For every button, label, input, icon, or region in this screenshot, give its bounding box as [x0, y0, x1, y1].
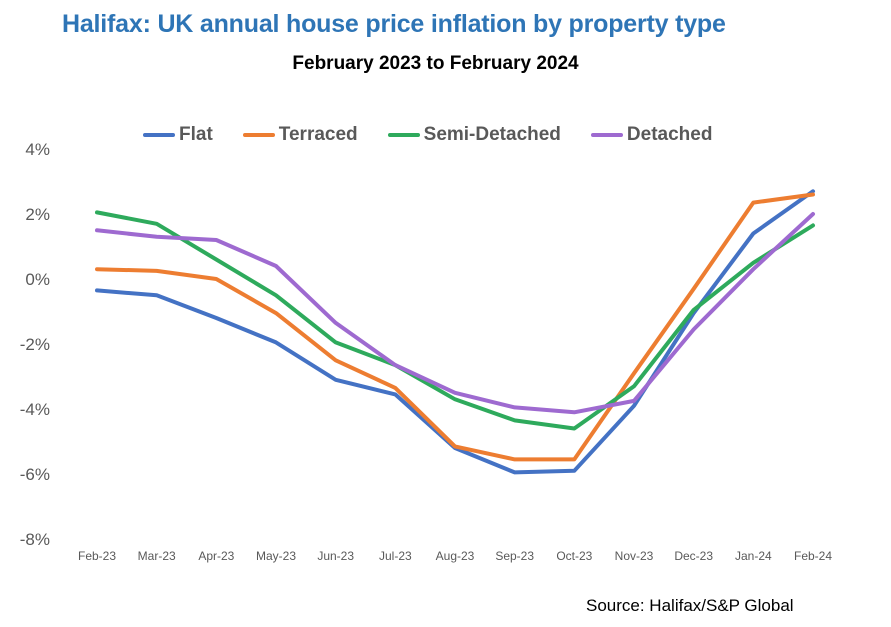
legend-item-detached: Detached	[590, 124, 713, 146]
legend-label: Terraced	[278, 124, 358, 145]
series-line-flat	[95, 189, 815, 475]
series-line-semi-detached	[95, 210, 815, 431]
y-axis: 4% 2% 0% -2% -4% -6% -8%	[20, 140, 50, 549]
legend-swatch	[143, 133, 175, 137]
y-tick-label: -2%	[20, 335, 50, 354]
chart-title: Halifax: UK annual house price inflation…	[62, 10, 726, 38]
legend-swatch	[387, 133, 420, 137]
x-tick-label: Sep-23	[495, 549, 534, 563]
series-line-terraced	[95, 192, 815, 462]
legend-label: Flat	[179, 124, 213, 145]
chart-subtitle-text: February 2023 to February 2024	[292, 53, 579, 74]
legend-swatch	[590, 133, 623, 137]
legend-swatch	[242, 133, 275, 137]
x-tick-label: Aug-23	[436, 549, 475, 563]
x-tick-label: Feb-24	[794, 549, 832, 563]
x-axis: Feb-23 Mar-23 Apr-23 May-23 Jun-23 Jul-23 Aug-…	[78, 549, 832, 563]
y-tick-label: 4%	[25, 140, 50, 159]
x-tick-label: Apr-23	[198, 549, 234, 563]
y-tick-label: 0%	[25, 270, 50, 289]
chart-legend: Flat Terraced Semi-Detached Detached	[143, 124, 742, 146]
y-tick-label: -4%	[20, 400, 50, 419]
legend-item-flat: Flat	[143, 124, 213, 146]
x-tick-label: Jan-24	[735, 549, 772, 563]
y-tick-label: -8%	[20, 530, 50, 549]
x-tick-label: Mar-23	[138, 549, 176, 563]
legend-label: Detached	[626, 124, 713, 145]
x-tick-label: May-23	[256, 549, 296, 563]
y-tick-label: -6%	[20, 465, 50, 484]
chart-subtitle: February 2023 to February 2024	[0, 53, 891, 75]
source-note: Source: Halifax/S&P Global	[586, 596, 794, 615]
legend-label: Semi-Detached	[423, 124, 561, 145]
series-line-detached	[95, 212, 815, 415]
series-lines	[95, 189, 815, 475]
legend-item-terraced: Terraced	[242, 124, 358, 146]
x-tick-label: Nov-23	[615, 549, 654, 563]
x-tick-label: Jun-23	[317, 549, 354, 563]
x-tick-label: Feb-23	[78, 549, 116, 563]
x-tick-label: Oct-23	[556, 549, 592, 563]
x-tick-label: Jul-23	[379, 549, 412, 563]
x-tick-label: Dec-23	[674, 549, 713, 563]
legend-item-semi-detached: Semi-Detached	[387, 124, 561, 146]
y-tick-label: 2%	[25, 205, 50, 224]
